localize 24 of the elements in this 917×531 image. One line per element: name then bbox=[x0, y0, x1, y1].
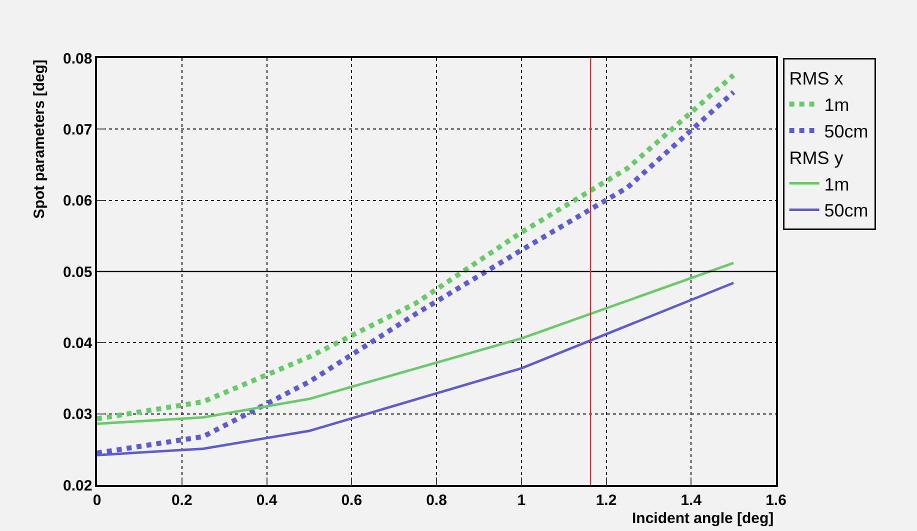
legend-label: 1m bbox=[824, 95, 850, 116]
y-tick-label: 0.08 bbox=[63, 50, 92, 68]
x-tick-label: 0.6 bbox=[341, 492, 362, 509]
y-tick-label: 0.05 bbox=[63, 264, 92, 281]
text: RMS x bbox=[789, 68, 844, 89]
x-tick-label: 0.4 bbox=[256, 492, 278, 509]
y-tick-label: 0.03 bbox=[63, 406, 92, 424]
x-tick-label: 0 bbox=[92, 492, 102, 509]
y-axis-title: Spot parameters [deg] bbox=[30, 60, 48, 219]
x-tick-label: 1 bbox=[517, 492, 526, 509]
y-tick-label: 0.04 bbox=[63, 334, 93, 352]
x-tick-label: 1.2 bbox=[596, 492, 617, 509]
text: RMS y bbox=[789, 148, 844, 168]
legend-label: 50cm bbox=[824, 200, 868, 221]
x-tick-label: 1.6 bbox=[766, 492, 786, 509]
x-tick-label: 1.4 bbox=[680, 492, 702, 509]
y-tick-label: 0.02 bbox=[63, 477, 92, 494]
x-tick-label: 0.8 bbox=[426, 492, 447, 509]
legend-label: 1m bbox=[824, 174, 850, 194]
y-tick-label: 0.06 bbox=[63, 192, 92, 210]
y-tick-label: 0.07 bbox=[63, 121, 92, 138]
legend-label: 50cm bbox=[824, 122, 868, 142]
x-axis-title: Incident angle [deg] bbox=[632, 510, 774, 527]
x-tick-label: 0.2 bbox=[171, 492, 192, 509]
